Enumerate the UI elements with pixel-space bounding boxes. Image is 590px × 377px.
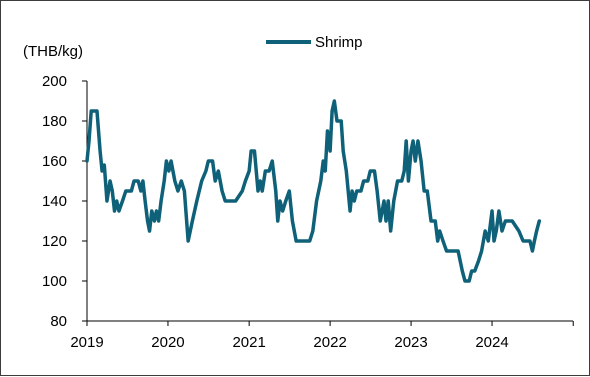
y-tick-label: 180 — [42, 113, 67, 130]
y-tick-label: 160 — [42, 153, 67, 170]
legend-label-shrimp: Shrimp — [315, 34, 363, 51]
x-tick-label: 2023 — [394, 334, 427, 351]
x-axis: 2019 2020 2021 2022 2023 2024 — [70, 320, 574, 351]
y-tick-label: 140 — [42, 193, 67, 210]
y-tick-label: 100 — [42, 273, 67, 290]
x-tick-label: 2022 — [313, 334, 346, 351]
y-axis: 80 100 120 140 160 180 200 — [42, 73, 88, 330]
x-tick-label: 2021 — [232, 334, 265, 351]
y-axis-unit-label: (THB/kg) — [23, 43, 83, 60]
y-tick-label: 200 — [42, 73, 67, 90]
x-tick-label: 2019 — [70, 334, 103, 351]
series-layer — [85, 99, 542, 283]
legend: Shrimp — [266, 34, 363, 51]
y-tick-label: 120 — [42, 233, 67, 250]
x-tick-label: 2024 — [475, 334, 508, 351]
x-tick-label: 2020 — [151, 334, 184, 351]
y-tick-label: 80 — [50, 313, 67, 330]
series-line-shrimp — [85, 99, 542, 283]
